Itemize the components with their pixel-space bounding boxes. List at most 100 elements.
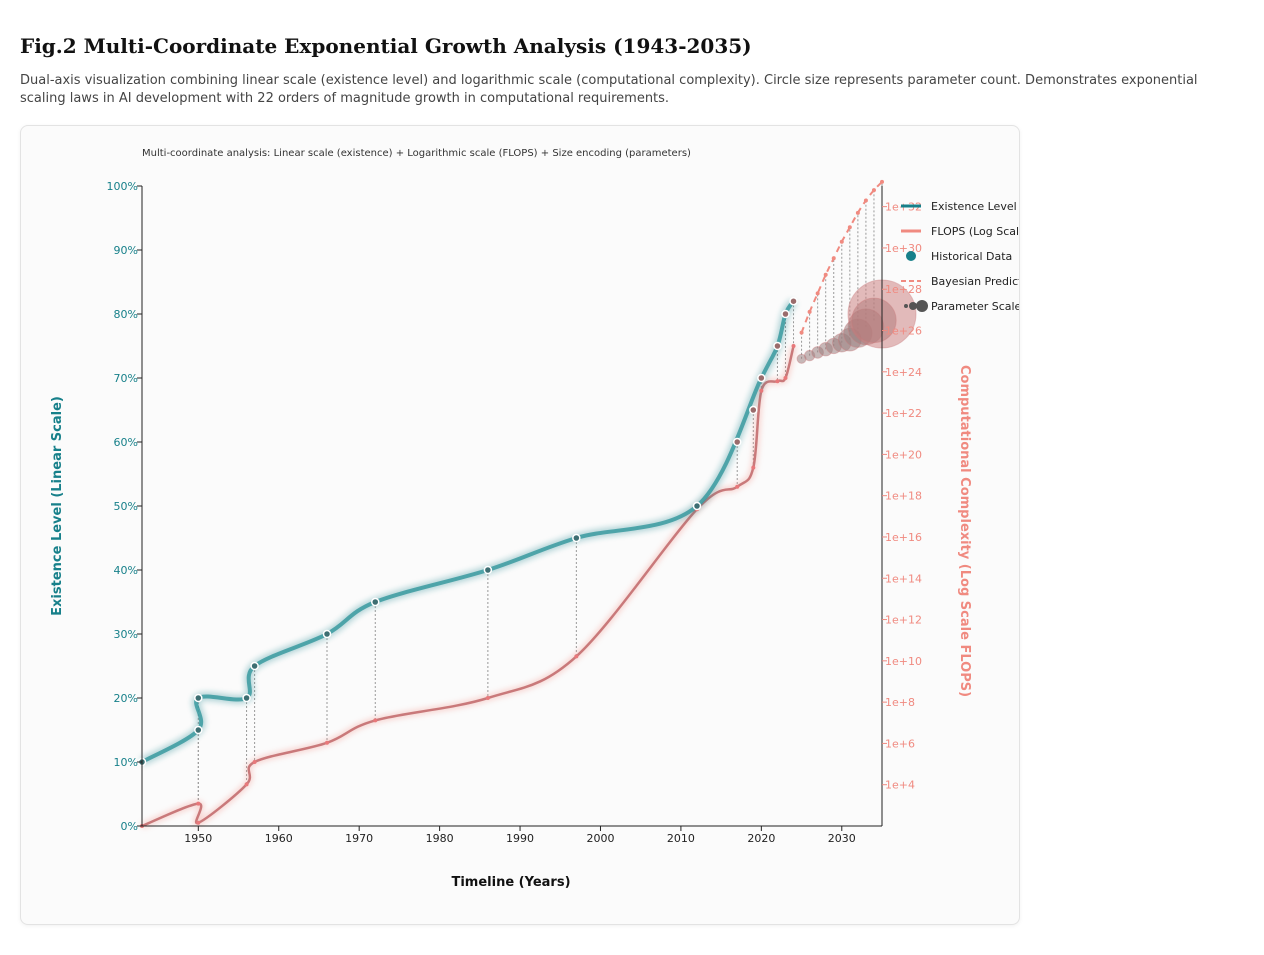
historical-point [572, 533, 581, 543]
flops-point [751, 465, 756, 470]
legend-label: FLOPS (Log Scale) [931, 225, 1019, 238]
flops-point [735, 484, 740, 489]
y-left-tick-label: 80% [114, 308, 138, 321]
y-left-tick-label: 50% [114, 500, 138, 513]
legend-label: Bayesian Prediction [931, 275, 1019, 288]
prediction-point [831, 256, 836, 261]
x-tick-label: 2030 [828, 832, 856, 845]
flops-point [252, 760, 257, 764]
y-left-tick-label: 70% [114, 372, 138, 385]
legend-swatch-parameter [909, 302, 917, 310]
x-axis-label: Timeline (Years) [451, 875, 570, 890]
flops-point [485, 696, 490, 700]
y-left-tick-label: 40% [114, 564, 138, 577]
prediction-point [880, 179, 884, 184]
y-right-tick-label: 1e+4 [885, 779, 915, 792]
figure-title: Fig.2 Multi-Coordinate Exponential Growt… [20, 34, 752, 58]
historical-point [194, 693, 203, 703]
legend-label: Existence Level [931, 200, 1017, 213]
historical-point [242, 693, 251, 703]
historical-point [781, 309, 790, 319]
axes: 1950 1960 1970 1980 1990 2000 2010 2020 2030 0% 10… [107, 180, 922, 845]
y-right-tick-label: 1e+18 [885, 490, 922, 503]
flops-line-glow [140, 345, 797, 829]
historical-point [371, 597, 380, 607]
historical-point [757, 373, 766, 383]
figure-description: Dual-axis visualization combining linear… [20, 73, 1198, 106]
historical-point [483, 565, 493, 575]
existence-line-glow [139, 298, 798, 766]
prediction-point [863, 198, 868, 203]
legend-swatch-parameter [916, 300, 928, 312]
legend-swatch-historical [906, 251, 916, 261]
flops-point [325, 740, 329, 745]
x-tick-label: 1950 [184, 832, 212, 845]
historical-point [773, 341, 782, 351]
x-tick-label: 2000 [586, 832, 614, 845]
flops-point [244, 782, 249, 787]
x-tick-label: 1980 [426, 832, 454, 845]
x-tick-label: 2010 [667, 832, 695, 845]
y-left-tick-label: 10% [114, 756, 138, 769]
y-right-tick-label: 1e+12 [885, 614, 922, 627]
y-left-tick-label: 20% [114, 692, 138, 705]
prediction-point [807, 309, 812, 314]
y-axis-right-label: Computational Complexity (Log Scale FLOP… [957, 365, 972, 697]
x-tick-label: 1960 [265, 832, 293, 845]
legend: Existence Level FLOPS (Log Scale) Historic… [901, 200, 1039, 313]
chart-subtitle: Multi-coordinate analysis: Linear scale … [142, 148, 691, 159]
x-tick-label: 1990 [506, 832, 534, 845]
y-right-tick-label: 1e+26 [885, 325, 922, 338]
legend-label: Historical Data [931, 250, 1012, 263]
x-tick-label: 2020 [747, 832, 775, 845]
prediction-point [871, 188, 876, 193]
prediction-point [839, 239, 844, 244]
flops-point [791, 344, 796, 348]
flops-point [196, 801, 201, 806]
historical-point [250, 661, 259, 671]
prediction-point [855, 210, 860, 215]
y-left-tick-label: 100% [107, 180, 138, 193]
prediction-point [799, 330, 804, 335]
series-lines [139, 181, 883, 829]
y-left-tick-label: 60% [114, 436, 138, 449]
y-axis-left-label: Existence Level (Linear Scale) [50, 396, 65, 616]
x-tick-label: 1970 [345, 832, 373, 845]
legend-swatch-parameter [904, 304, 908, 308]
y-right-tick-label: 1e+24 [885, 366, 922, 379]
historical-point [732, 437, 742, 447]
y-right-tick-label: 1e+22 [885, 407, 922, 420]
y-right-tick-label: 1e+14 [885, 572, 922, 585]
historical-point [692, 501, 702, 511]
flops-point [775, 379, 780, 384]
historical-point [194, 725, 203, 735]
flops-point [783, 376, 788, 380]
y-right-tick-label: 1e+8 [885, 696, 915, 709]
data-points [137, 179, 917, 828]
flops-point [196, 820, 201, 825]
y-left-tick-label: 30% [114, 628, 138, 641]
flops-point [574, 654, 579, 659]
chart-card: Multi-coordinate analysis: Linear scale … [20, 125, 1039, 925]
historical-point [749, 405, 758, 415]
existence-line [140, 299, 796, 764]
y-right-tick-label: 1e+6 [885, 737, 915, 750]
chart-svg: Multi-coordinate analysis: Linear scale … [50, 148, 1039, 890]
y-left-tick-label: 90% [114, 244, 138, 257]
prediction-point [847, 225, 852, 230]
y-right-tick-label: 1e+16 [885, 531, 922, 544]
flops-point [373, 718, 378, 723]
flops-point [759, 388, 764, 393]
y-right-tick-label: 1e+30 [885, 242, 922, 255]
historical-point [789, 296, 798, 306]
prediction-point [815, 291, 820, 296]
legend-label: Parameter Scale [931, 300, 1019, 313]
flops-line [140, 344, 795, 828]
y-right-tick-label: 1e+20 [885, 448, 922, 461]
y-right-tick-label: 1e+10 [885, 655, 922, 668]
prediction-point [823, 272, 828, 277]
guide-lines [141, 181, 883, 826]
historical-point [322, 629, 332, 639]
y-left-tick-label: 0% [121, 820, 138, 833]
y-right-tick-label: 1e+28 [885, 283, 922, 296]
